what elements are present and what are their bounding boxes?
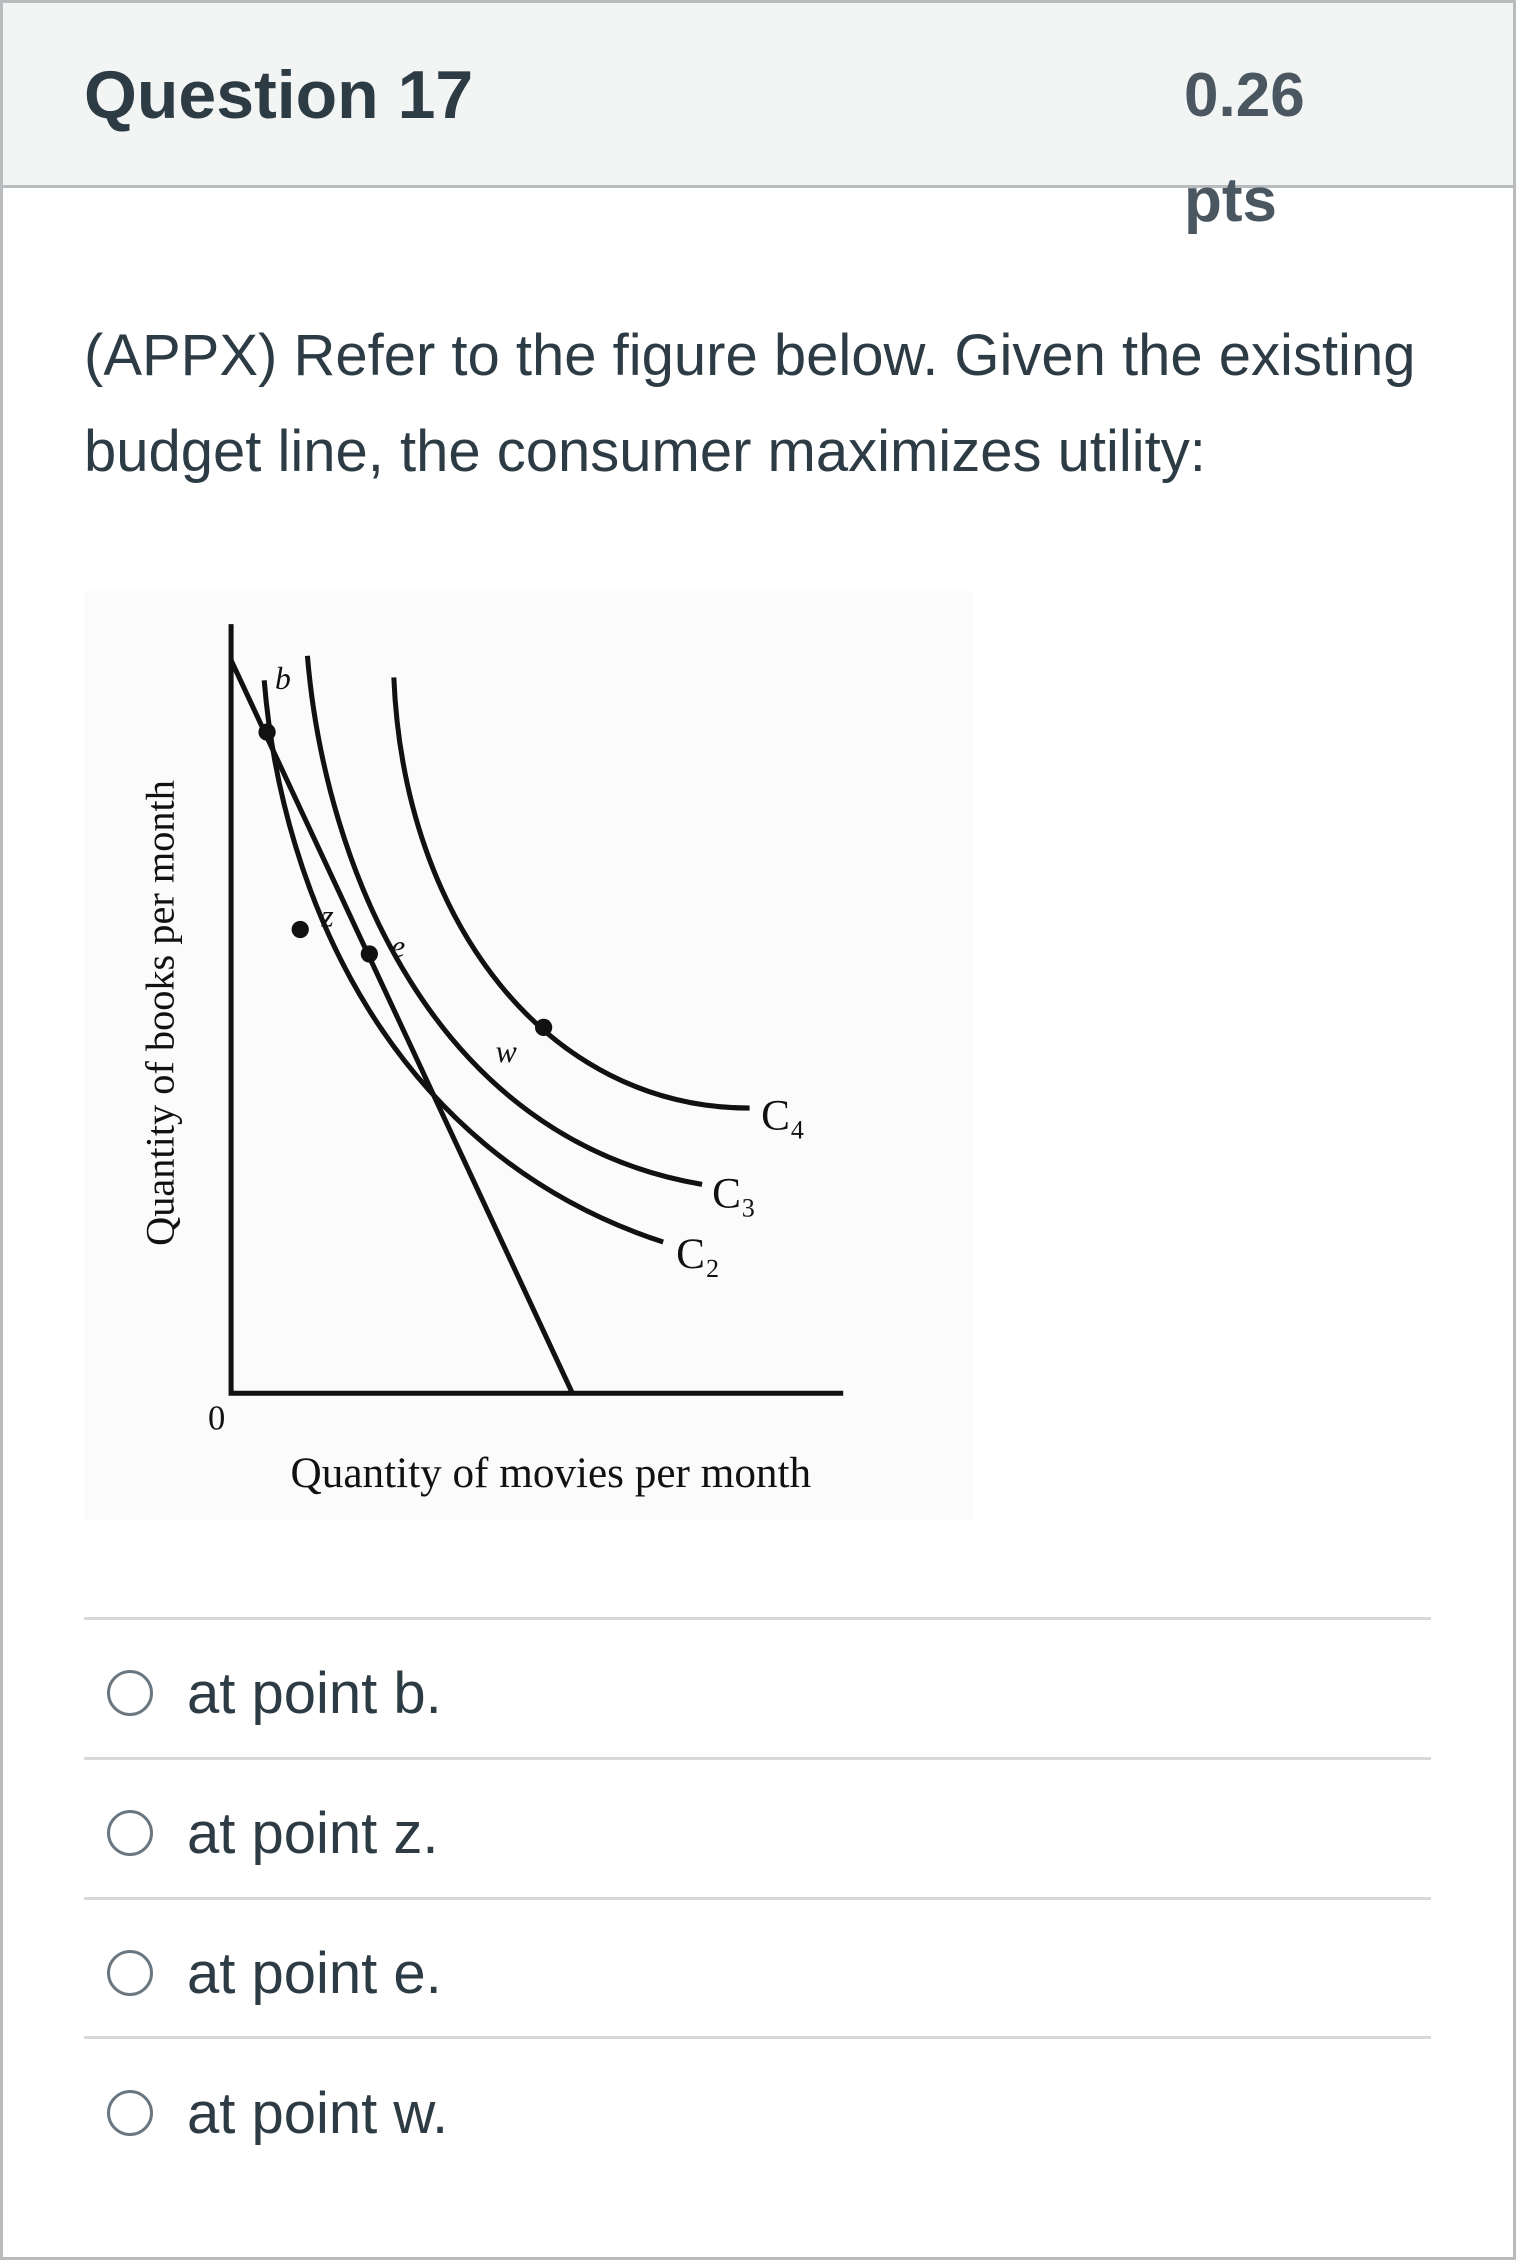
dot [534, 1018, 553, 1037]
question-text: (APPX) Refer to the figure below. Given … [84, 323, 1416, 484]
point-label: z [320, 899, 333, 934]
question-title: Question 17 [84, 57, 474, 133]
question-header: Question 17 0.26 pts [3, 3, 1513, 235]
point-label: b [275, 661, 291, 696]
radio-button[interactable] [107, 1810, 153, 1856]
curve-label: C₃ [712, 1170, 756, 1217]
origin-label: 0 [208, 1399, 225, 1437]
answer-option[interactable]: at point z. [84, 1786, 1431, 1886]
answer-option[interactable]: at point e. [84, 1926, 1431, 2026]
radio-button[interactable] [107, 2090, 153, 2136]
dot [360, 945, 378, 963]
figure-lines [228, 624, 844, 1396]
option-label: at point b. [187, 1661, 442, 1726]
curve-c4 [391, 677, 750, 1111]
budget-line [228, 659, 575, 1395]
separator [84, 1757, 1431, 1760]
radio-button[interactable] [107, 1670, 153, 1716]
option-label: at point w. [187, 2081, 449, 2146]
separator [84, 2036, 1431, 2039]
dot [258, 723, 276, 741]
y-axis-label: Quantity of books per month [137, 780, 182, 1246]
curve-label: C₂ [676, 1231, 720, 1278]
separator [84, 1617, 1431, 1620]
point-label: w [496, 1034, 517, 1069]
figure-background [84, 591, 973, 1520]
radio-button[interactable] [107, 1950, 153, 1996]
figure-dots [258, 723, 553, 1037]
curve-c2 [261, 680, 664, 1245]
separator [84, 1897, 1431, 1900]
question-points: 0.26 pts [1184, 61, 1305, 235]
option-label: at point e. [187, 1941, 442, 2006]
axes [228, 624, 844, 1396]
point-label: e [391, 929, 405, 964]
x-axis-label: Quantity of movies per month [291, 1450, 812, 1497]
curve-c3 [304, 655, 703, 1187]
dot [291, 920, 309, 939]
answer-option[interactable]: at point b. [84, 1646, 1431, 1746]
option-label: at point z. [187, 1801, 439, 1866]
curve-label: C₄ [761, 1093, 805, 1140]
figure: Quantity of books per month Quantity of … [84, 591, 973, 1520]
answer-option[interactable]: at point w. [84, 2066, 1431, 2166]
